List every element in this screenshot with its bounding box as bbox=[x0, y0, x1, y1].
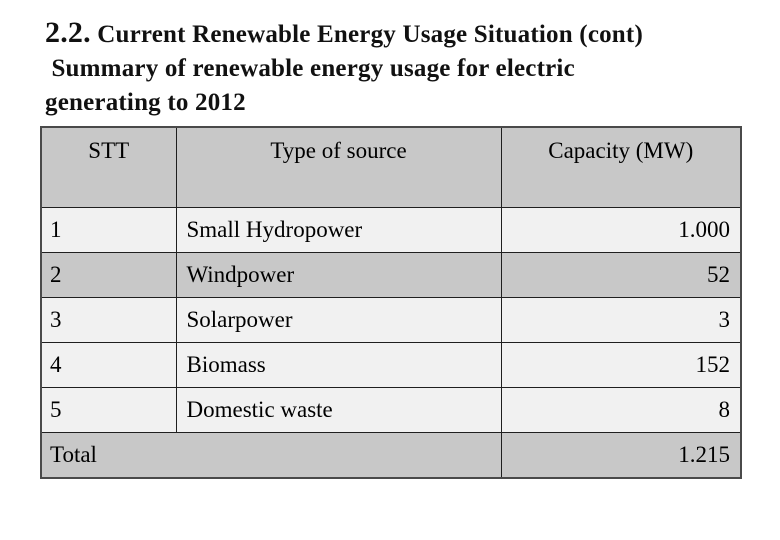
cell-capacity: 3 bbox=[500, 296, 742, 343]
title-line-3: generating to 2012 bbox=[45, 89, 246, 116]
title-line-1-text: Current Renewable Energy Usage Situation… bbox=[90, 21, 643, 48]
cell-capacity: 52 bbox=[500, 251, 742, 298]
cell-stt: 3 bbox=[40, 296, 177, 343]
cell-type: Domestic waste bbox=[175, 386, 502, 433]
cell-stt: 5 bbox=[40, 386, 177, 433]
title-line-2: Summary of renewable energy usage for el… bbox=[45, 55, 575, 82]
renewable-energy-table: STT Type of source Capacity (MW) 1 Small… bbox=[40, 126, 742, 479]
table-header-row: STT Type of source Capacity (MW) bbox=[40, 126, 742, 208]
table-row: 5 Domestic waste 8 bbox=[40, 386, 742, 433]
title-section-number: 2.2. bbox=[45, 16, 91, 49]
cell-stt: 1 bbox=[40, 206, 177, 253]
column-header-type: Type of source bbox=[175, 126, 502, 208]
column-header-capacity: Capacity (MW) bbox=[500, 126, 742, 208]
table-total-row: Total 1.215 bbox=[40, 431, 742, 479]
table-row: 4 Biomass 152 bbox=[40, 341, 742, 388]
cell-capacity: 1.000 bbox=[500, 206, 742, 253]
cell-type: Solarpower bbox=[175, 296, 502, 343]
slide-title: 2.2. Current Renewable Energy Usage Situ… bbox=[45, 16, 745, 120]
table-row: 3 Solarpower 3 bbox=[40, 296, 742, 343]
column-header-stt: STT bbox=[40, 126, 177, 208]
cell-capacity: 8 bbox=[500, 386, 742, 433]
total-value: 1.215 bbox=[500, 431, 742, 479]
table-row: 1 Small Hydropower 1.000 bbox=[40, 206, 742, 253]
title-line-1: 2.2. Current Renewable Energy Usage Situ… bbox=[45, 16, 745, 52]
cell-type: Biomass bbox=[175, 341, 502, 388]
table-row: 2 Windpower 52 bbox=[40, 251, 742, 298]
cell-stt: 4 bbox=[40, 341, 177, 388]
cell-type: Windpower bbox=[175, 251, 502, 298]
cell-capacity: 152 bbox=[500, 341, 742, 388]
cell-stt: 2 bbox=[40, 251, 177, 298]
cell-type: Small Hydropower bbox=[175, 206, 502, 253]
total-label: Total bbox=[40, 431, 502, 479]
